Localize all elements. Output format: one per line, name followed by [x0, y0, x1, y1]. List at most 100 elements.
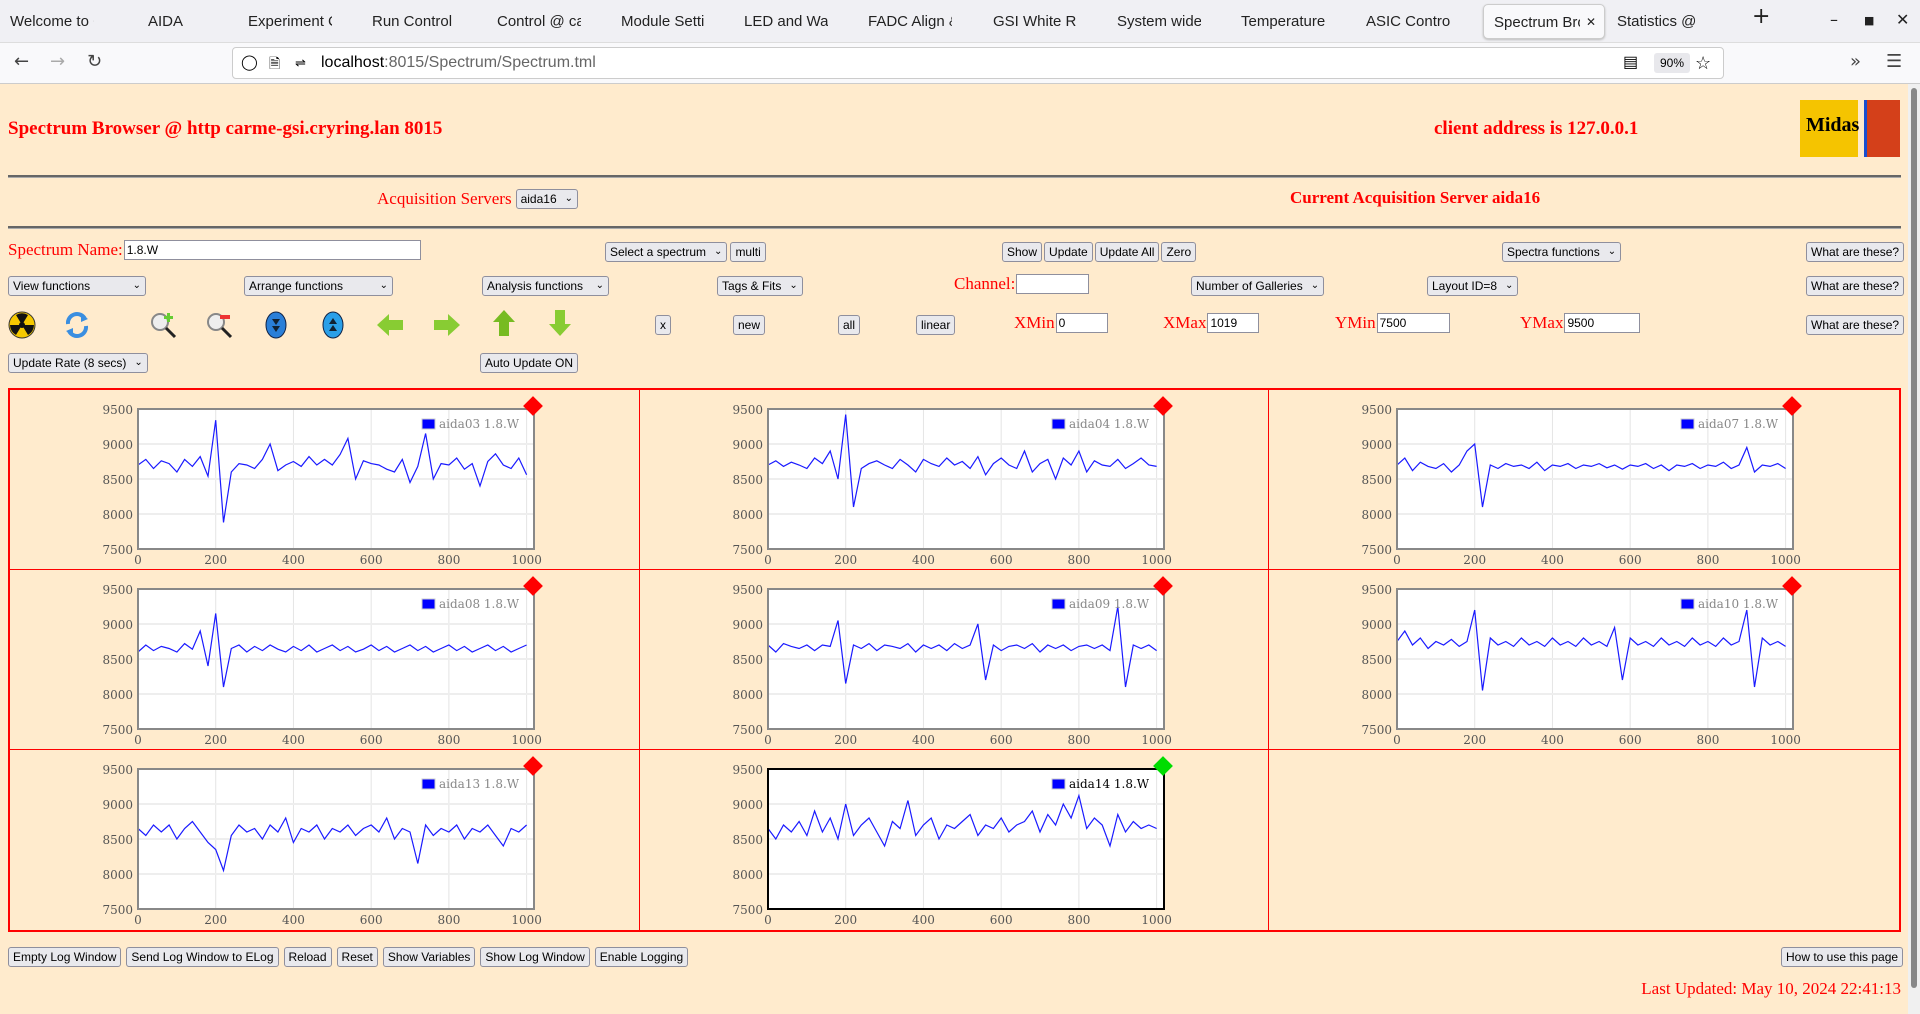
xmin-input[interactable]: 0 — [1055, 313, 1108, 333]
tags-fits-dropdown[interactable]: Tags & Fits ⌄ — [717, 276, 803, 296]
expand-down-icon[interactable] — [261, 310, 291, 340]
reader-view-icon[interactable]: ▤ — [1623, 54, 1639, 71]
spectrum-line — [767, 606, 1157, 688]
x-button[interactable]: x — [655, 315, 671, 335]
what-are-these-button[interactable]: What are these? — [1806, 276, 1905, 296]
multi-button[interactable]: multi — [730, 242, 766, 262]
spectra-functions-dropdown[interactable]: Spectra functions ⌄ — [1502, 242, 1622, 262]
zoom-out-icon[interactable] — [204, 310, 234, 340]
arrange-functions-dropdown[interactable]: Arrange functions ⌄ — [244, 276, 393, 296]
bookmark-star-icon[interactable]: ☆ — [1695, 53, 1712, 73]
number-of-galleries-dropdown[interactable]: Number of Galleries ⌄ — [1191, 276, 1325, 296]
spectrum-panel[interactable]: 0 200 400 600 800 1000 7500 8000 8500 9000 9500 aid… — [1269, 390, 1899, 570]
expand-up-icon[interactable] — [318, 310, 348, 340]
footer-button-send-log-window-to-elog[interactable]: Send Log Window to ELog — [126, 947, 279, 967]
browser-tab[interactable]: LED and Wavefo — [734, 4, 852, 39]
browser-tab[interactable]: Temperature an — [1231, 4, 1349, 39]
browser-tab[interactable]: Module Settings — [611, 4, 729, 39]
show-button[interactable]: Show — [1002, 242, 1043, 262]
ymin-input[interactable]: 7500 — [1376, 313, 1450, 333]
browser-tab[interactable]: ASIC Control @ — [1356, 4, 1474, 39]
legend-swatch — [1680, 598, 1695, 610]
footer-button-reset[interactable]: Reset — [336, 947, 378, 967]
footer-button-reload[interactable]: Reload — [283, 947, 332, 967]
menu-icon[interactable]: ☰ — [1886, 51, 1903, 72]
close-window-icon[interactable]: ✕ — [1896, 10, 1910, 29]
maximize-icon[interactable]: ■ — [1864, 14, 1875, 27]
spectrum-name-input[interactable]: 1.8.W — [123, 240, 421, 260]
spectrum-panel[interactable]: 0 200 400 600 800 1000 7500 8000 8500 9000 9500 aid… — [640, 750, 1270, 930]
browser-tab[interactable]: Spectrum Bro ✕ — [1483, 4, 1605, 39]
close-tab-icon[interactable]: ✕ — [1585, 15, 1596, 29]
spectrum-panel[interactable]: 0 200 400 600 800 1000 7500 8000 8500 9000 9500 aid… — [10, 750, 640, 930]
ymax-input[interactable]: 9500 — [1564, 313, 1641, 333]
spectrum-panel[interactable]: 0 200 400 600 800 1000 7500 8000 8500 9000 9500 aid… — [10, 570, 640, 750]
new-button[interactable]: new — [733, 315, 766, 335]
zero-button[interactable]: Zero — [1161, 242, 1197, 262]
overflow-icon[interactable]: » — [1850, 51, 1862, 72]
browser-tab[interactable]: Run Control @ c — [362, 4, 480, 39]
status-diamond-icon[interactable] — [1152, 396, 1173, 416]
analysis-functions-dropdown[interactable]: Analysis functions ⌄ — [482, 276, 609, 296]
scrollbar-thumb[interactable] — [1911, 88, 1917, 988]
y-tick-label: 9000 — [732, 618, 763, 632]
browser-tab[interactable]: FADC Align & C — [858, 4, 976, 39]
status-diamond-icon[interactable] — [1782, 576, 1803, 596]
back-icon[interactable]: ← — [14, 51, 30, 72]
linear-button[interactable]: linear — [916, 315, 956, 335]
forward-icon[interactable]: → — [50, 51, 66, 72]
x-tick-label: 800 — [1697, 553, 1720, 567]
browser-tab[interactable]: GSI White Rabbi — [983, 4, 1101, 39]
footer-button-show-variables[interactable]: Show Variables — [382, 947, 476, 967]
new-tab-button[interactable]: + — [1752, 4, 1771, 29]
update-rate-dropdown[interactable]: Update Rate (8 secs) ⌄ — [8, 353, 148, 373]
auto-update-button[interactable]: Auto Update ON — [480, 353, 579, 373]
spectrum-panel[interactable]: 0 200 400 600 800 1000 7500 8000 8500 9000 9500 aid… — [639, 390, 1270, 570]
spectrum-panel[interactable]: 0 200 400 600 800 1000 7500 8000 8500 9000 9500 aid… — [10, 390, 640, 570]
spectrum-panel[interactable]: 0 200 400 600 800 1000 7500 8000 8500 9000 9500 aid… — [639, 570, 1270, 750]
view-functions-dropdown[interactable]: View functions ⌄ — [8, 276, 146, 296]
arrow-left-icon[interactable] — [375, 310, 405, 340]
browser-tab[interactable]: System wide Ch — [1107, 4, 1225, 39]
footer-button-enable-logging[interactable]: Enable Logging — [594, 947, 689, 967]
radiation-icon[interactable] — [7, 310, 37, 340]
status-diamond-icon[interactable] — [1782, 396, 1803, 416]
minimize-icon[interactable]: – — [1830, 10, 1838, 29]
arrow-up-icon[interactable] — [489, 308, 519, 338]
url-bar[interactable]: ◯ 🗎 ⇌ localhost:8015/Spectrum/Spectrum.t… — [232, 47, 1724, 79]
footer-button-empty-log-window[interactable]: Empty Log Window — [8, 947, 122, 967]
layout-dropdown[interactable]: Layout ID=8 ⌄ — [1427, 276, 1519, 296]
browser-tab[interactable]: Welcome to Cer — [0, 4, 118, 39]
xmax-input[interactable]: 1019 — [1207, 313, 1260, 333]
what-are-these-button[interactable]: What are these? — [1806, 315, 1905, 335]
chevron-down-icon: ⌄ — [1607, 246, 1617, 257]
select-spectrum-dropdown[interactable]: Select a spectrum ⌄ — [605, 242, 728, 262]
reload-icon[interactable]: ↻ — [87, 51, 103, 72]
xmax-label: XMax — [1163, 313, 1207, 332]
footer-button-show-log-window[interactable]: Show Log Window — [480, 947, 590, 967]
browser-tab[interactable]: Experiment Con — [238, 4, 356, 39]
x-tick-label: 1000 — [1771, 733, 1802, 747]
browser-tab[interactable]: Control @ carm — [487, 4, 605, 39]
x-tick-label: 400 — [912, 913, 935, 927]
status-diamond-icon[interactable] — [1152, 756, 1173, 776]
zoom-level[interactable]: 90% — [1654, 53, 1691, 73]
channel-input[interactable] — [1016, 274, 1090, 294]
update-all-button[interactable]: Update All — [1094, 242, 1160, 262]
chevron-down-icon: ⌄ — [714, 246, 723, 257]
browser-tab[interactable]: AIDA — [138, 4, 228, 39]
how-to-use-button[interactable]: How to use this page — [1781, 947, 1904, 967]
acquisition-server-value: aida16 — [520, 192, 557, 206]
arrow-down-icon[interactable] — [545, 308, 575, 338]
zoom-in-icon[interactable] — [148, 310, 178, 340]
what-are-these-button[interactable]: What are these? — [1806, 242, 1905, 262]
permissions-icon[interactable]: ⇌ — [295, 55, 306, 70]
acquisition-server-select[interactable]: aida16 ⌄ — [515, 189, 579, 209]
spectrum-panel[interactable]: 0 200 400 600 800 1000 7500 8000 8500 9000 9500 aid… — [1269, 570, 1899, 750]
update-button[interactable]: Update — [1044, 242, 1093, 262]
status-diamond-icon[interactable] — [1152, 576, 1173, 596]
all-button[interactable]: all — [838, 315, 861, 335]
refresh-icon[interactable] — [62, 310, 92, 340]
arrow-right-icon[interactable] — [432, 310, 462, 340]
browser-tab[interactable]: Statistics @ car — [1607, 4, 1725, 39]
